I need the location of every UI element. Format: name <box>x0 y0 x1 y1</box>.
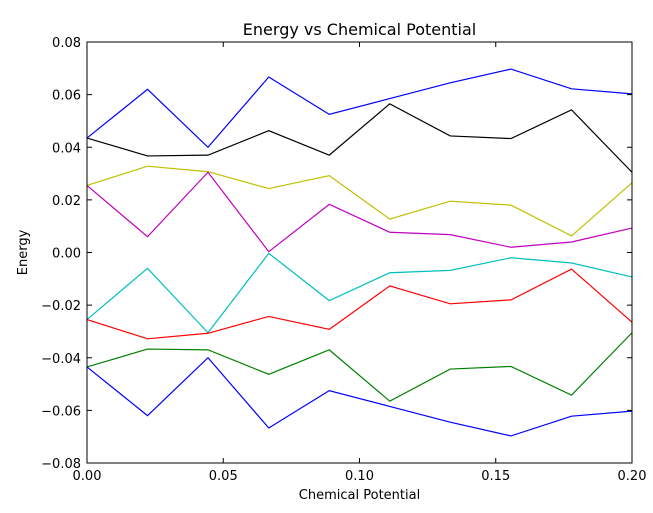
series-line-4 <box>86 171 633 253</box>
y-tick-label: −0.06 <box>41 404 81 419</box>
series-line-2 <box>86 103 633 173</box>
y-tick-label: 0.06 <box>52 89 81 104</box>
plot-frame <box>86 41 633 464</box>
y-tick-label: 0.08 <box>52 36 81 51</box>
series-line-7 <box>86 332 633 402</box>
y-axis-label: Energy <box>16 229 31 275</box>
y-tick-label: 0.02 <box>52 194 81 209</box>
x-tick-label: 0.10 <box>345 469 374 484</box>
x-axis-label: Chemical Potential <box>299 488 420 503</box>
series-line-3 <box>86 165 633 237</box>
y-tick-label: 0.04 <box>52 141 81 156</box>
chart-title: Energy vs Chemical Potential <box>243 20 476 39</box>
x-axis-ticks: 0.00 0.05 0.10 0.15 0.20 <box>73 42 647 484</box>
x-tick-label: 0.00 <box>73 469 102 484</box>
y-axis-ticks: −0.08 −0.06 −0.04 −0.02 0.00 0.02 0.04 0.06 0.08 <box>41 36 632 472</box>
y-tick-label: 0.00 <box>52 247 81 262</box>
y-tick-label: −0.08 <box>41 457 81 472</box>
series-line-6 <box>86 268 633 340</box>
series-line-1 <box>86 68 633 149</box>
y-tick-label: −0.04 <box>41 352 81 367</box>
y-tick-label: −0.02 <box>41 299 81 314</box>
series-line-8 <box>86 356 633 437</box>
x-tick-label: 0.05 <box>209 469 238 484</box>
series-line-5 <box>86 252 633 334</box>
x-tick-label: 0.20 <box>618 469 647 484</box>
x-tick-label: 0.15 <box>481 469 510 484</box>
series-layer <box>86 68 633 437</box>
